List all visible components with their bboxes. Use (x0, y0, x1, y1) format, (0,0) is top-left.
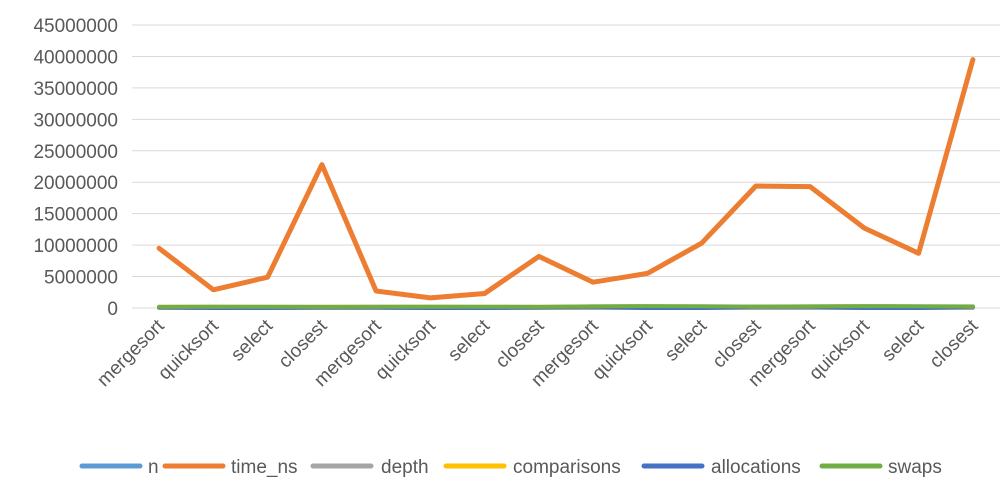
x-tick-label: select (227, 315, 277, 365)
x-tick-label: mergesort (93, 315, 169, 391)
legend-label-comparisons: comparisons (513, 457, 621, 478)
y-tick-label: 30000000 (33, 110, 118, 131)
x-tick-label: select (444, 315, 494, 365)
legend-label-allocations: allocations (711, 457, 801, 478)
x-tick-label: quicksort (371, 315, 440, 384)
y-tick-label: 5000000 (44, 268, 118, 289)
y-tick-label: 45000000 (33, 16, 118, 37)
y-tick-label: 10000000 (33, 236, 118, 257)
y-axis-tick-labels: 0 5000000 10000000 15000000 20000000 25000000… (33, 16, 118, 320)
y-tick-label: 15000000 (33, 205, 118, 226)
x-tick-label: select (661, 315, 711, 365)
x-tick-label: quicksort (588, 315, 657, 384)
series-line-time_ns (156, 57, 976, 301)
x-tick-label: quicksort (154, 315, 223, 384)
x-tick-label: select (878, 315, 928, 365)
legend-label-depth: depth (381, 457, 429, 478)
series-line-swaps (157, 304, 975, 309)
x-tick-label: quicksort (805, 315, 874, 384)
legend-label-swaps: swaps (888, 457, 942, 478)
y-tick-label: 25000000 (33, 142, 118, 163)
legend: n time_ns depth comparisons allocations swaps (79, 457, 942, 478)
gridlines (132, 24, 1000, 309)
y-tick-label: 35000000 (33, 79, 118, 100)
x-tick-label: closest (926, 315, 983, 372)
y-tick-label: 40000000 (33, 47, 118, 68)
legend-label-time_ns: time_ns (231, 457, 298, 478)
series-lines (156, 57, 976, 310)
y-tick-label: 20000000 (33, 173, 118, 194)
y-tick-label: 0 (107, 299, 118, 320)
legend-label-n: n (148, 457, 159, 478)
